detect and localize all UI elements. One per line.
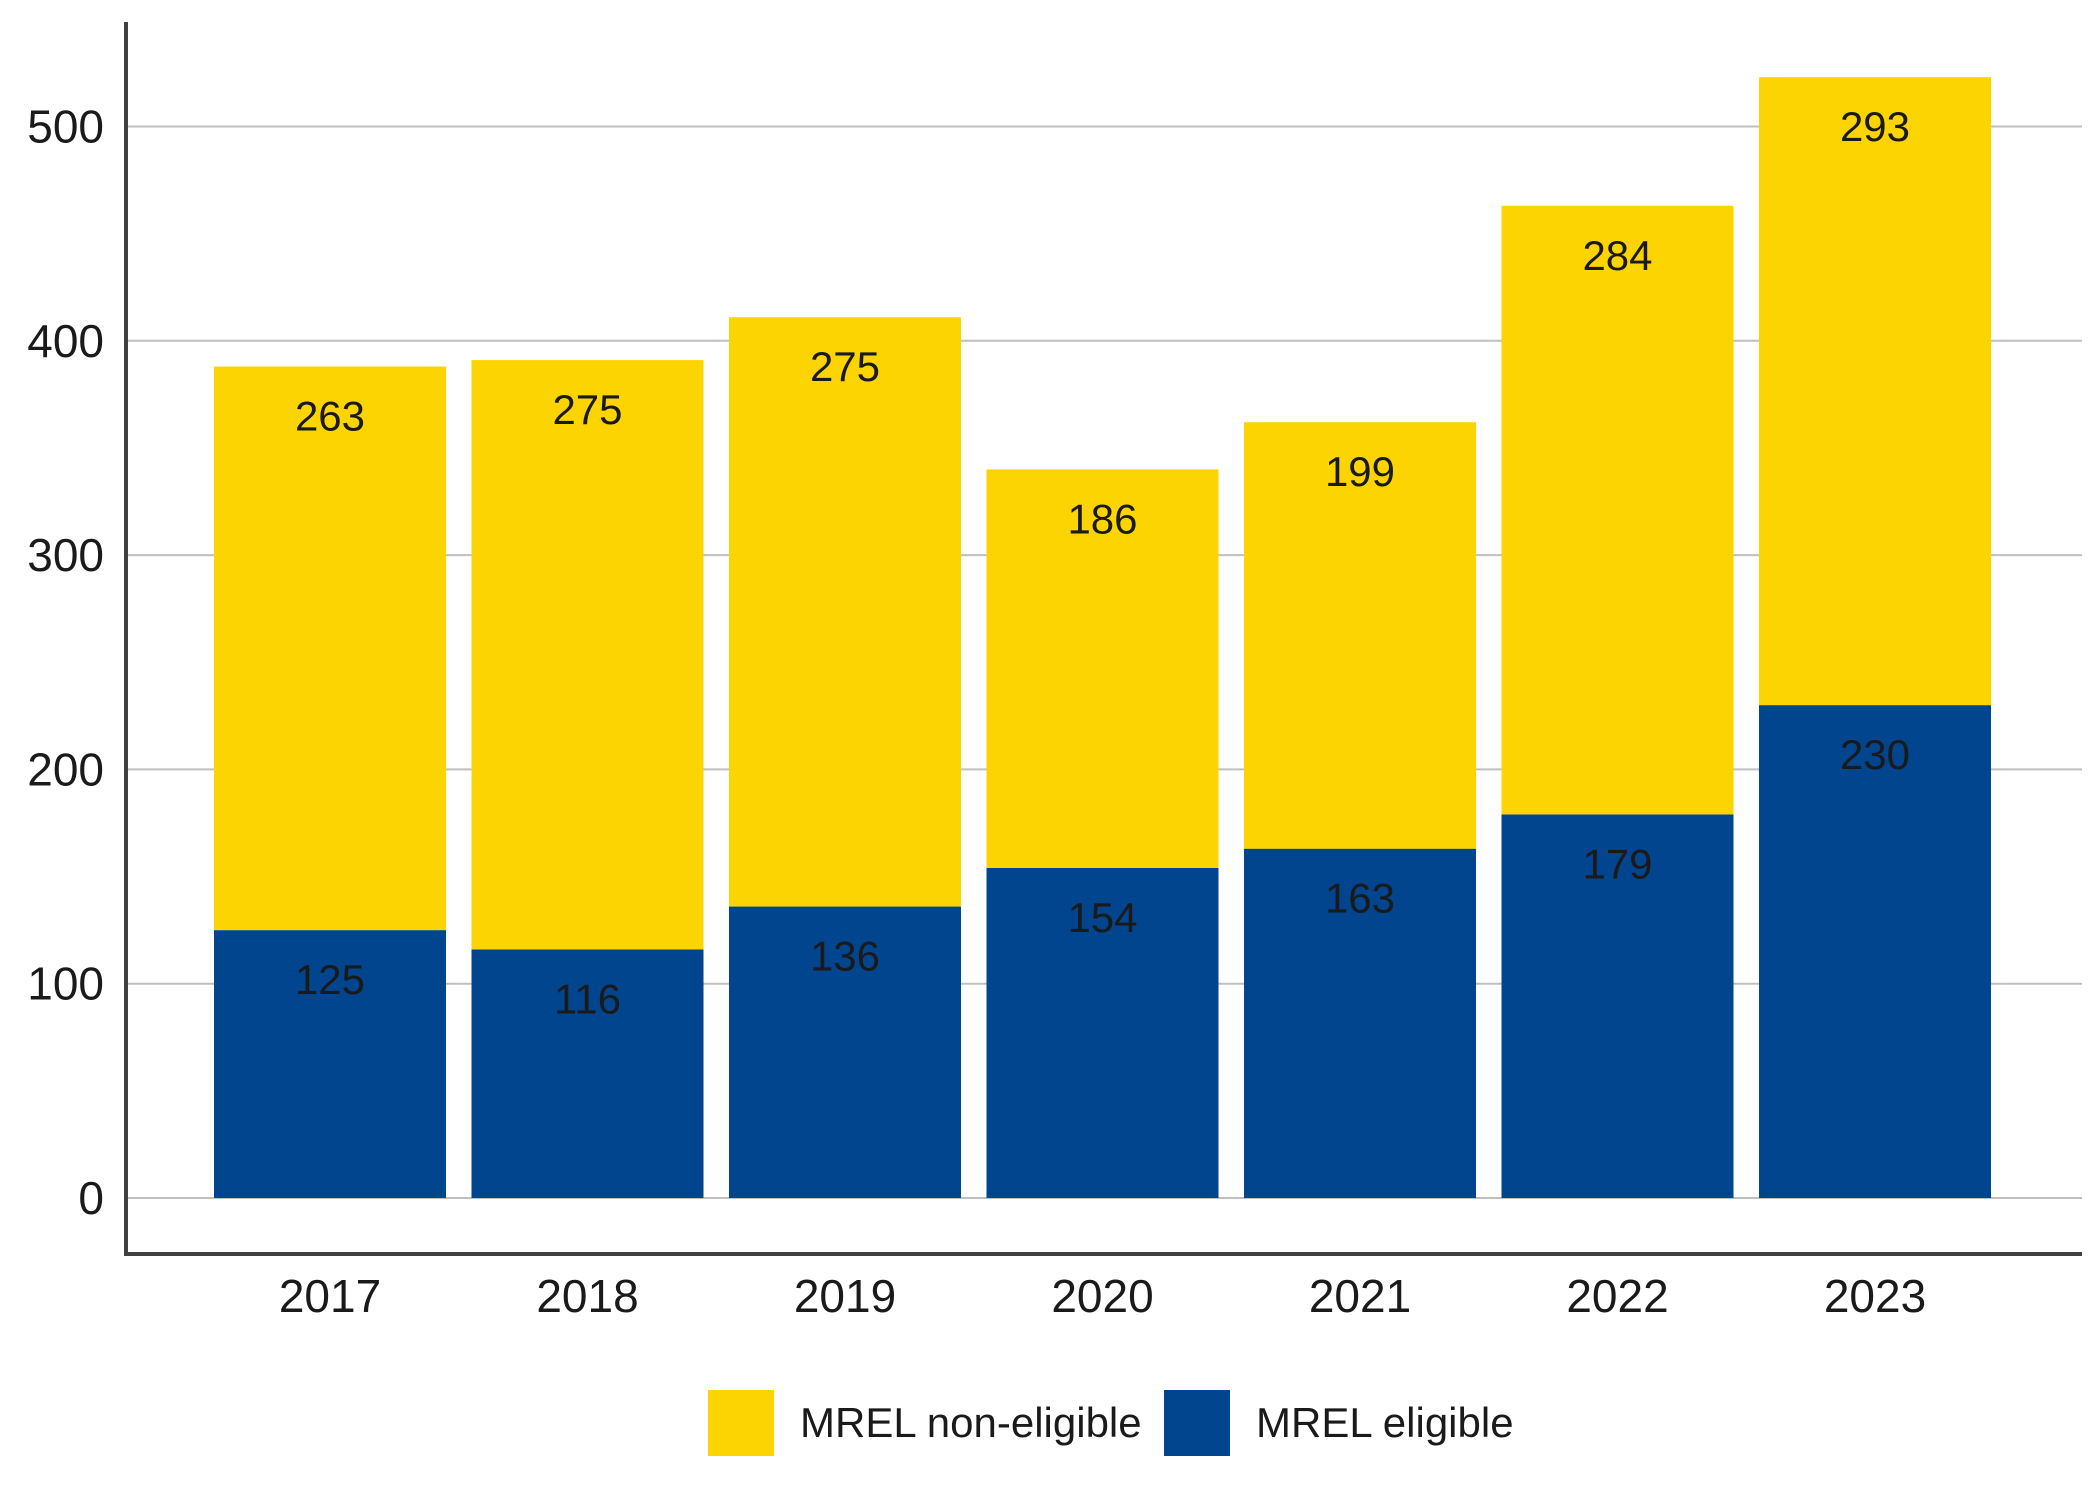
bar-mrel-non-eligible-2022 (1501, 205, 1734, 815)
bar-mrel-non-eligible-2023 (1759, 77, 1991, 706)
data-label-mrel-non-eligible: 275 (810, 343, 880, 390)
legend: MREL non-eligible MREL eligible (708, 1390, 1514, 1456)
x-tick-label: 2019 (794, 1270, 896, 1322)
data-label-mrel-non-eligible: 275 (552, 386, 622, 433)
legend-swatch-mrel-non-eligible (708, 1390, 774, 1456)
data-label-mrel-eligible: 154 (1067, 894, 1137, 941)
x-tick-label: 2018 (536, 1270, 638, 1322)
data-label-mrel-non-eligible: 186 (1067, 495, 1137, 542)
bar-mrel-eligible-2018 (471, 949, 704, 1198)
data-label-mrel-non-eligible: 263 (295, 393, 365, 440)
legend-swatch-mrel-eligible (1164, 1390, 1230, 1456)
data-label-mrel-eligible: 136 (810, 933, 880, 980)
data-label-mrel-non-eligible: 284 (1582, 232, 1652, 279)
data-label-mrel-eligible: 116 (554, 975, 621, 1022)
y-tick-label: 500 (27, 101, 104, 153)
bar-mrel-eligible-2023 (1759, 705, 1991, 1198)
y-tick-label: 0 (78, 1172, 104, 1224)
y-tick-label: 300 (27, 529, 104, 581)
bar-mrel-eligible-2017 (214, 930, 446, 1198)
bars (214, 77, 1991, 1198)
data-label-mrel-non-eligible: 293 (1840, 103, 1910, 150)
data-labels: 125 263 116 275 136 275 154 186 163 199 179 284 230 2… (295, 103, 1910, 1022)
bar-mrel-eligible-2021 (1244, 848, 1476, 1198)
data-label-mrel-eligible: 179 (1582, 840, 1652, 887)
legend-label-mrel-eligible: MREL eligible (1256, 1399, 1514, 1446)
x-tick-label: 2020 (1051, 1270, 1153, 1322)
bar-mrel-non-eligible-2017 (214, 366, 446, 931)
x-tick-label: 2022 (1566, 1270, 1668, 1322)
x-tick-label: 2021 (1309, 1270, 1411, 1322)
y-tick-label: 200 (27, 743, 104, 795)
bar-mrel-non-eligible-2018 (471, 360, 704, 950)
bar-mrel-eligible-2019 (729, 906, 961, 1198)
data-label-mrel-non-eligible: 199 (1325, 448, 1395, 495)
data-label-mrel-eligible: 125 (295, 956, 365, 1003)
bar-mrel-non-eligible-2019 (729, 317, 961, 907)
y-tick-label: 400 (27, 315, 104, 367)
x-tick-label: 2017 (279, 1270, 381, 1322)
y-tick-label: 100 (27, 958, 104, 1010)
data-label-mrel-eligible: 163 (1325, 875, 1395, 922)
x-tick-label: 2023 (1824, 1270, 1926, 1322)
bar-mrel-non-eligible-2021 (1244, 422, 1476, 849)
bar-mrel-non-eligible-2020 (986, 469, 1219, 868)
data-label-mrel-eligible: 230 (1840, 731, 1910, 778)
bar-mrel-eligible-2020 (986, 867, 1219, 1198)
legend-label-mrel-non-eligible: MREL non-eligible (800, 1399, 1142, 1446)
axes: 0 100 200 300 400 500 2017 2018 2019 2020 2021 2022… (27, 22, 2082, 1322)
bar-mrel-eligible-2022 (1501, 814, 1734, 1198)
